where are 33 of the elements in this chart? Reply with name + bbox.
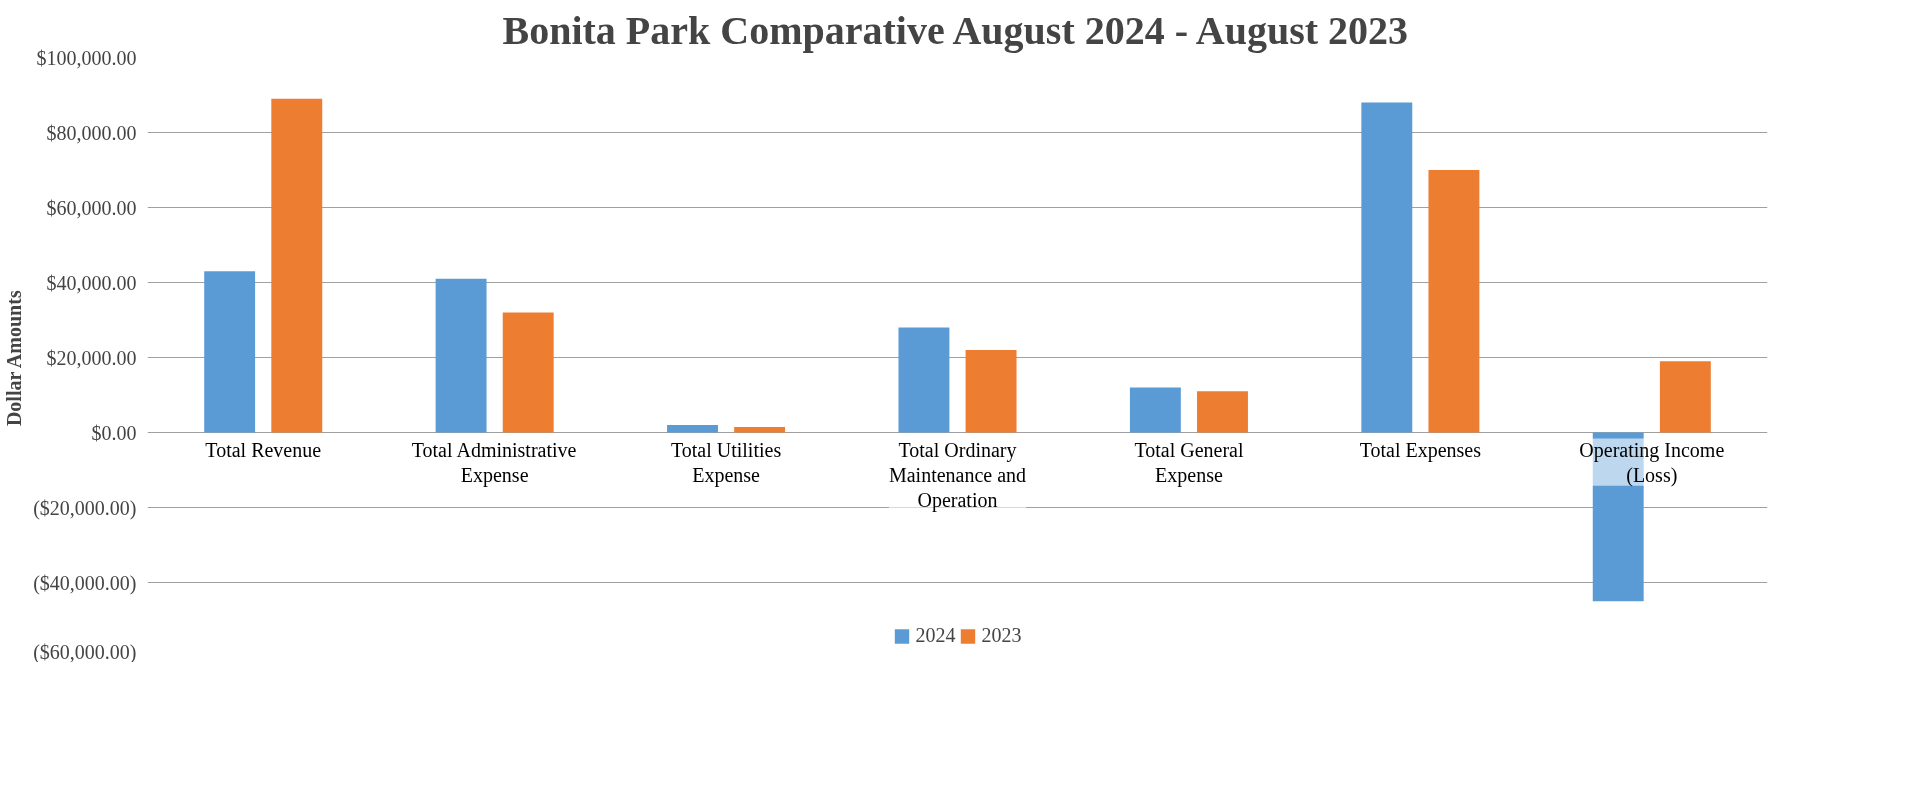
y-tick-label: ($60,000.00) [33,640,137,664]
bar [435,278,487,433]
bar [1428,170,1480,433]
bar [1659,361,1711,433]
bar [1197,391,1248,433]
x-tick-label: Total Administrative Expense [411,438,577,487]
bar [502,312,554,433]
y-tick-label: ($20,000.00) [33,496,137,520]
y-tick-label: $0.00 [91,421,137,444]
y-tick-label: $60,000.00 [46,196,137,219]
x-tick-label: Total Ordinary Maintenance and Operation [888,438,1027,513]
y-tick-label: $100,000.00 [36,46,137,69]
bar [204,271,256,433]
y-tick-label: $80,000.00 [46,121,137,144]
bar [898,327,950,433]
y-axis-title: Dollar Amounts [3,290,26,427]
bar [271,98,323,433]
bar [965,350,1017,433]
bar [667,425,718,433]
legend-label: 2023 [981,624,1022,647]
y-tick-label: ($40,000.00) [33,571,137,595]
x-tick-label: Total Utilities Expense [670,438,782,487]
chart-title: Bonita Park Comparative August 2024 - August 2023 [502,7,1409,53]
bar [734,426,786,433]
legend-label: 2024 [915,624,956,647]
x-tick-label: Operating Income (Loss) [1579,438,1725,487]
bar [1361,102,1413,433]
y-tick-label: $20,000.00 [46,346,137,369]
y-tick-label: $40,000.00 [46,271,137,294]
bar [1129,387,1181,433]
x-tick-label: Total General Expense [1134,438,1244,487]
x-tick-label: Total Expenses [1359,438,1482,462]
x-tick-label: Total Revenue [205,438,322,461]
